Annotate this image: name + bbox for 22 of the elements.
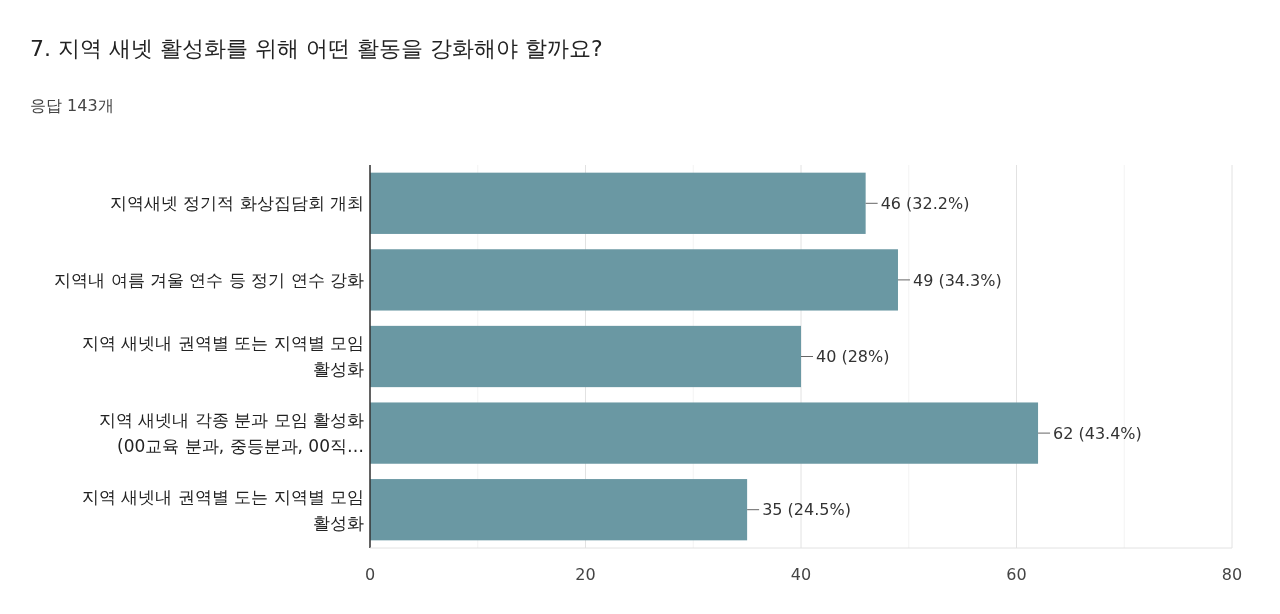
bar <box>370 402 1039 464</box>
data-label: 62 (43.4%) <box>1053 423 1142 443</box>
x-tick-label: 40 <box>790 565 812 584</box>
data-label: 35 (24.5%) <box>762 500 851 520</box>
bar <box>370 172 866 234</box>
x-tick-label: 60 <box>1006 565 1027 584</box>
x-tick-label: 0 <box>364 565 376 584</box>
data-label: 40 (28%) <box>816 347 890 367</box>
y-tick-label: 지역내 여름 겨울 연수 등 정기 연수 강화 <box>54 269 364 290</box>
chart-title: 7. 지역 새넷 활성화를 위해 어떤 활동을 강화해야 할까요? <box>30 36 603 61</box>
text: 응답 143개 <box>30 96 114 115</box>
bar <box>370 325 801 388</box>
data-label: 46 (32.2%) <box>880 193 970 213</box>
y-tick-label: 지역새넷 정기적 화상집담회 개최 <box>109 193 364 214</box>
x-tick-label: 80 <box>1221 565 1243 584</box>
bar <box>370 479 748 541</box>
x-tick-label: 20 <box>575 565 596 584</box>
y-tick-label: 지역 새넷내 권역별 또는 지역별 모임 활성화 <box>81 333 364 380</box>
bar <box>370 249 898 311</box>
y-tick-label: 지역 새넷내 각종 분과 모임 활성화 (00교육 분과, 중등분과, 00직… <box>98 410 364 457</box>
y-tick-label: 지역 새넷내 권역별 도는 지역별 모임 활성화 <box>81 486 364 533</box>
data-label: 49 (34.3%) <box>912 270 1002 290</box>
